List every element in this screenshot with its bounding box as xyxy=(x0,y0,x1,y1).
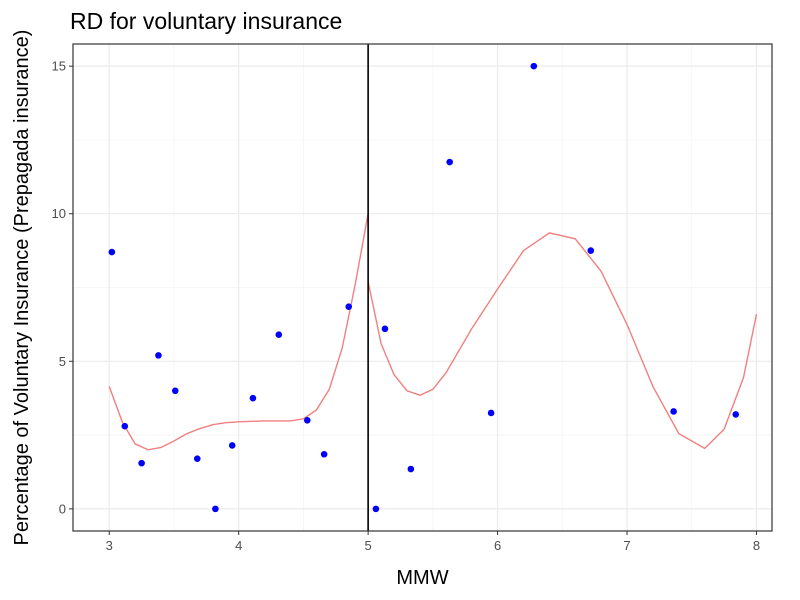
chart-title: RD for voluntary insurance xyxy=(70,8,343,34)
y-tick-label: 0 xyxy=(59,501,66,516)
y-tick-label: 10 xyxy=(52,206,66,221)
x-tick-label: 8 xyxy=(753,538,760,553)
fit-line-left xyxy=(108,213,369,451)
fit-lines xyxy=(108,213,758,451)
data-point xyxy=(249,394,257,402)
data-point xyxy=(381,325,389,333)
data-point xyxy=(670,408,677,415)
data-point xyxy=(138,459,145,467)
data-point xyxy=(487,409,495,417)
data-point xyxy=(228,442,236,449)
y-axis-ticks: 0 5 10 15 xyxy=(52,59,73,516)
data-point xyxy=(155,352,162,359)
data-points xyxy=(108,62,740,513)
fit-line-right xyxy=(367,232,758,450)
x-tick-label: 6 xyxy=(494,538,501,553)
data-point xyxy=(108,248,116,256)
data-point xyxy=(171,387,179,395)
data-point xyxy=(303,417,311,424)
data-point xyxy=(121,422,129,430)
data-point xyxy=(320,450,328,458)
data-point xyxy=(212,505,219,513)
y-tick-label: 5 xyxy=(59,354,66,369)
grid xyxy=(73,44,772,531)
data-point xyxy=(407,465,415,473)
x-tick-label: 4 xyxy=(235,538,242,553)
data-point xyxy=(372,505,380,513)
x-axis-title: MMW xyxy=(396,567,448,589)
data-point xyxy=(732,411,740,418)
data-point xyxy=(587,247,595,254)
x-axis-ticks: 3 4 5 6 7 8 xyxy=(106,531,760,553)
x-tick-label: 7 xyxy=(623,538,630,553)
y-tick-label: 15 xyxy=(52,59,66,74)
x-tick-label: 5 xyxy=(365,538,372,553)
x-tick-label: 3 xyxy=(106,538,113,553)
data-point xyxy=(275,331,283,339)
data-point xyxy=(530,62,538,70)
data-point xyxy=(193,455,201,462)
data-point xyxy=(446,158,453,166)
data-point xyxy=(345,303,353,310)
y-axis-title: Percentage of Voluntary Insurance (Prepa… xyxy=(11,30,33,546)
panel-border xyxy=(72,43,773,532)
